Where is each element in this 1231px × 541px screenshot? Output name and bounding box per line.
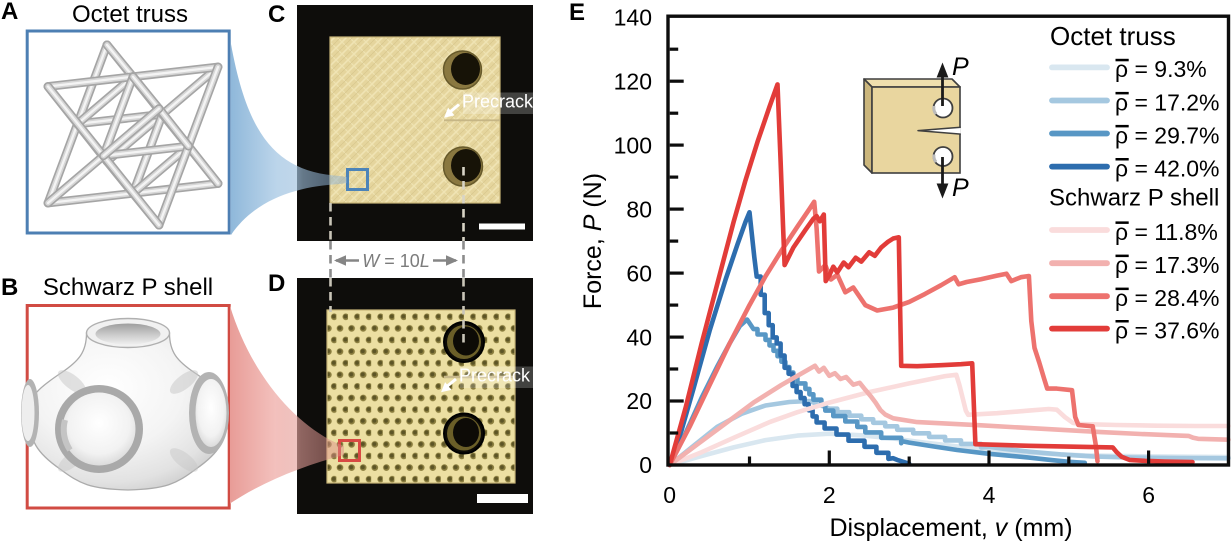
svg-text:Octet truss: Octet truss [72, 1, 188, 28]
svg-text:ρ = 37.6%: ρ = 37.6% [1115, 317, 1220, 343]
svg-text:0: 0 [639, 452, 652, 478]
svg-text:Precrack: Precrack [462, 92, 534, 112]
svg-text:Schwarz P shell: Schwarz P shell [43, 274, 213, 301]
svg-text:ρ = 9.3%: ρ = 9.3% [1115, 56, 1207, 82]
svg-text:Precrack: Precrack [459, 366, 531, 386]
svg-text:2: 2 [823, 482, 836, 508]
svg-text:ρ = 28.4%: ρ = 28.4% [1115, 285, 1220, 311]
svg-text:120: 120 [614, 68, 652, 94]
svg-text:Displacement, v (mm): Displacement, v (mm) [829, 514, 1072, 541]
svg-text:D: D [268, 270, 285, 297]
svg-text:6: 6 [1142, 482, 1155, 508]
svg-text:A: A [1, 0, 18, 25]
svg-text:20: 20 [626, 388, 652, 414]
svg-text:B: B [1, 274, 18, 301]
svg-text:Schwarz P shell: Schwarz P shell [1049, 185, 1219, 212]
svg-text:Force, P (N): Force, P (N) [579, 173, 607, 309]
svg-text:0: 0 [663, 482, 676, 508]
svg-text:40: 40 [626, 324, 652, 350]
svg-text:E: E [569, 0, 585, 26]
svg-text:60: 60 [626, 260, 652, 286]
svg-text:ρ = 29.7%: ρ = 29.7% [1115, 122, 1220, 148]
svg-text:W = 10L: W = 10L [362, 251, 430, 271]
svg-text:P: P [952, 174, 969, 202]
svg-text:ρ = 17.2%: ρ = 17.2% [1115, 89, 1220, 115]
svg-text:ρ = 11.8%: ρ = 11.8% [1115, 219, 1218, 245]
svg-text:C: C [268, 1, 285, 28]
svg-text:4: 4 [983, 482, 996, 508]
svg-text:100: 100 [614, 132, 652, 158]
svg-text:Octet truss: Octet truss [1050, 21, 1176, 51]
svg-text:80: 80 [626, 196, 652, 222]
svg-text:ρ = 42.0%: ρ = 42.0% [1115, 155, 1220, 181]
svg-text:P: P [952, 53, 969, 81]
svg-text:140: 140 [614, 4, 652, 30]
svg-text:ρ = 17.3%: ρ = 17.3% [1115, 252, 1220, 278]
